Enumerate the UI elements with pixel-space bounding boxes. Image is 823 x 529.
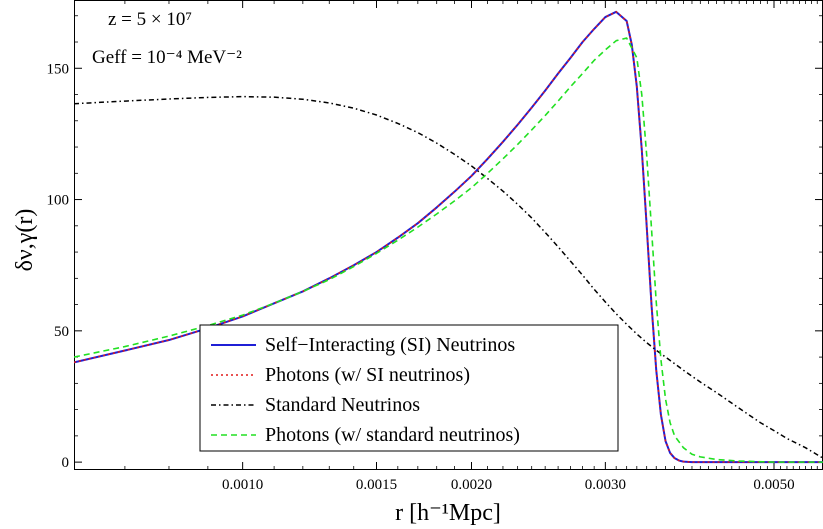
- y-tick-label: 100: [47, 193, 70, 209]
- annotation-coupling: Geff = 10⁻⁴ MeV⁻²: [92, 47, 242, 68]
- x-tick-label: 0.0015: [356, 477, 397, 493]
- y-tick-label: 50: [54, 324, 69, 340]
- legend-label-3: Standard Neutrinos: [265, 394, 420, 416]
- axis-ticks: 0.0010 0.0015 0.0020 0.0030 0.0050 0 50 100 150: [47, 0, 823, 493]
- x-tick-label: 0.0010: [222, 477, 263, 493]
- series-line-3: [74, 95, 823, 459]
- legend-label-4: Photons (w/ standard neutrinos): [265, 424, 520, 446]
- series-line-1: [74, 10, 823, 464]
- legend-label-1: Self−Interacting (SI) Neutrinos: [265, 334, 515, 356]
- series-layer: [74, 10, 823, 464]
- legend: Self−Interacting (SI) Neutrinos Photons (…: [199, 324, 619, 452]
- x-tick-label: 0.0050: [753, 477, 794, 493]
- x-tick-label: 0.0020: [451, 477, 492, 493]
- legend-box: [199, 324, 619, 452]
- legend-label-2: Photons (w/ SI neutrinos): [265, 364, 470, 386]
- y-axis-label: δν,γ(r): [12, 209, 38, 272]
- x-tick-label: 0.0030: [585, 477, 626, 493]
- annotation-redshift: z = 5 × 10⁷: [108, 9, 192, 30]
- y-tick-label: 0: [62, 455, 70, 471]
- y-tick-label: 150: [47, 61, 70, 77]
- x-axis-label: r [h⁻¹Mpc]: [395, 500, 501, 526]
